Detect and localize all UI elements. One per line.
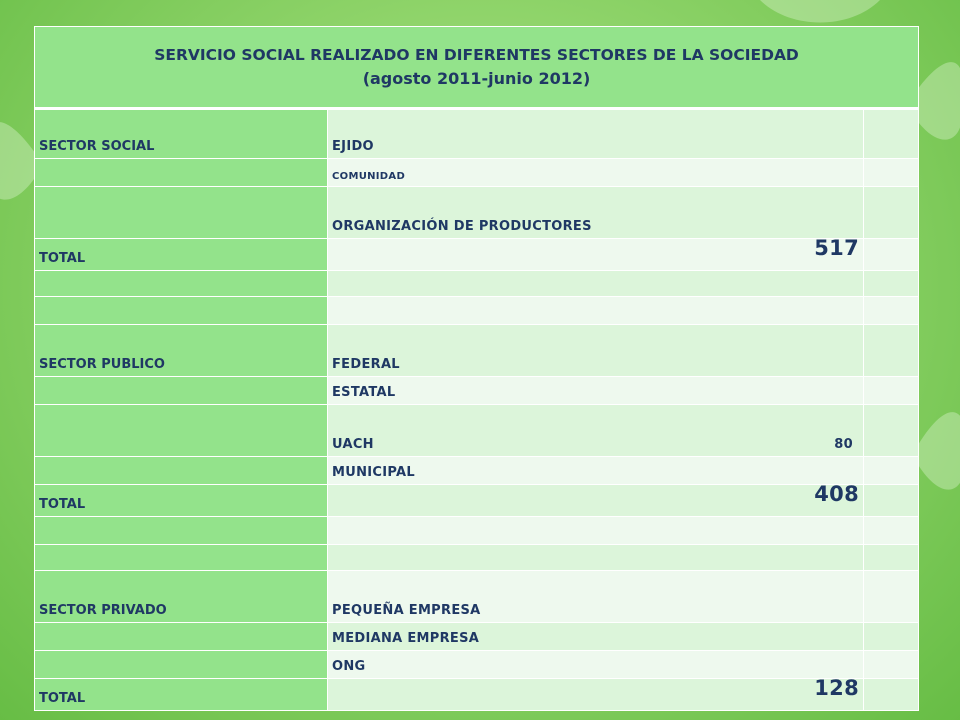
table-row: ONG [34, 650, 920, 679]
service-table: SERVICIO SOCIAL REALIZADO EN DIFERENTES … [33, 26, 920, 711]
table-row: SECTOR PRIVADO PEQUEÑA EMPRESA [34, 570, 920, 623]
table-row [34, 270, 920, 297]
table-row: TOTAL 128 [34, 676, 920, 711]
item-estatal: ESTATAL [327, 376, 864, 405]
total-label: TOTAL [34, 238, 328, 271]
butterfly-decoration-icon [910, 62, 960, 140]
total-label: TOTAL [34, 678, 328, 711]
item-mediana-empresa: MEDIANA EMPRESA [327, 622, 864, 651]
total-label: TOTAL [34, 484, 328, 517]
sector-privado-label: SECTOR PRIVADO [34, 570, 328, 623]
butterfly-decoration-icon [760, 0, 880, 23]
privado-total-value: 128 [814, 676, 859, 700]
table-row [34, 544, 920, 571]
sector-publico-label: SECTOR PUBLICO [34, 324, 328, 377]
item-ejido: EJIDO [327, 108, 864, 159]
sector-social-label: SECTOR SOCIAL [34, 108, 328, 159]
title-line2: (agosto 2011-junio 2012) [362, 69, 591, 88]
table-row: ESTATAL [34, 376, 920, 405]
table-row: UACH 80 [34, 404, 920, 457]
butterfly-decoration-icon [0, 122, 40, 200]
table-row: MEDIANA EMPRESA [34, 622, 920, 651]
item-pequena-empresa: PEQUEÑA EMPRESA [327, 570, 864, 623]
item-comunidad: COMUNIDAD [327, 158, 864, 187]
table-row: TOTAL 517 [34, 236, 920, 271]
social-total-value: 517 [814, 236, 859, 260]
table-row: SECTOR PUBLICO FEDERAL [34, 324, 920, 377]
table-title: SERVICIO SOCIAL REALIZADO EN DIFERENTES … [33, 26, 920, 110]
title-line1: SERVICIO SOCIAL REALIZADO EN DIFERENTES … [154, 46, 799, 64]
item-ong: ONG [327, 650, 864, 679]
item-organizacion: ORGANIZACIÓN DE PRODUCTORES [327, 186, 864, 239]
item-federal: FEDERAL [327, 324, 864, 377]
table-row [34, 516, 920, 545]
table-row [34, 296, 920, 325]
uach-value: 80 [834, 437, 853, 452]
table-row: COMUNIDAD [34, 158, 920, 187]
item-municipal: MUNICIPAL [327, 456, 864, 485]
table-row: SECTOR SOCIAL EJIDO [34, 108, 920, 159]
table-row: ORGANIZACIÓN DE PRODUCTORES [34, 186, 920, 239]
butterfly-decoration-icon [915, 412, 960, 490]
table-row: TOTAL 408 [34, 482, 920, 517]
item-uach: UACH [332, 437, 374, 452]
table-row: MUNICIPAL [34, 456, 920, 485]
publico-total-value: 408 [814, 482, 859, 506]
